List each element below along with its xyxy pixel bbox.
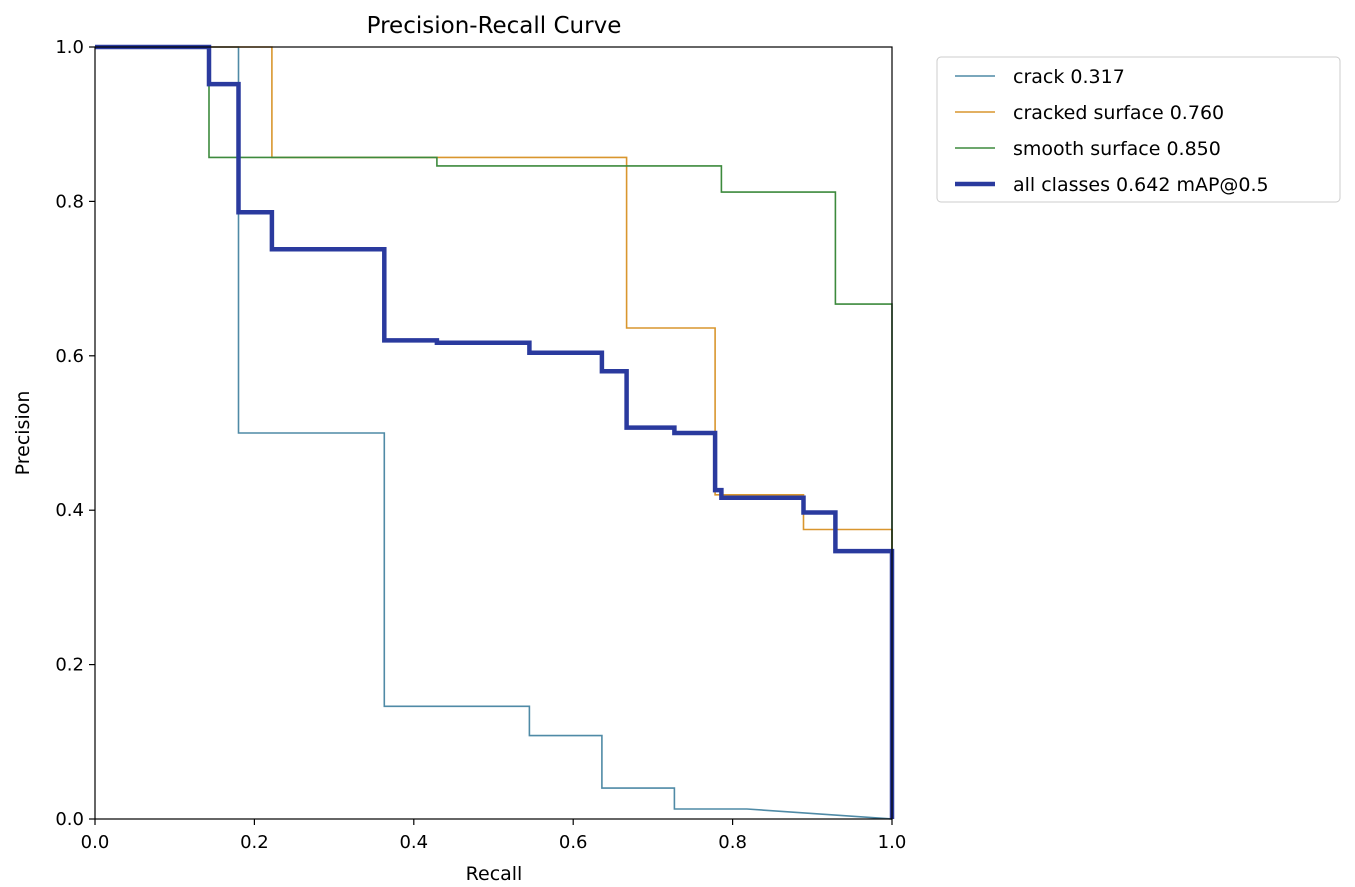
x-axis-ticks: 0.0 0.2 0.4 0.6 0.8 1.0 bbox=[81, 819, 907, 853]
x-tick-label: 0.4 bbox=[399, 832, 428, 853]
series-line-2 bbox=[95, 46, 893, 819]
x-axis-label: Recall bbox=[466, 863, 523, 885]
y-axis-ticks: 0.0 0.2 0.4 0.6 0.8 1.0 bbox=[55, 37, 95, 830]
legend-label-3: all classes 0.642 mAP@0.5 bbox=[1013, 174, 1269, 196]
y-tick-label: 0.2 bbox=[55, 655, 84, 676]
x-tick-label: 0.8 bbox=[718, 832, 747, 853]
legend-label-2: smooth surface 0.850 bbox=[1013, 138, 1221, 160]
x-tick-label: 0.6 bbox=[559, 832, 588, 853]
chart-title: Precision-Recall Curve bbox=[367, 13, 622, 39]
plot-lines bbox=[95, 44, 895, 820]
y-tick-label: 0.4 bbox=[55, 500, 84, 521]
series-line-1 bbox=[95, 46, 893, 819]
series-line-0 bbox=[95, 46, 893, 820]
legend-box bbox=[936, 56, 1341, 203]
series-line-3 bbox=[95, 44, 895, 819]
legend-label-0: crack 0.317 bbox=[1013, 66, 1125, 88]
x-tick-label: 0.2 bbox=[240, 832, 269, 853]
x-tick-label: 0.0 bbox=[81, 832, 110, 853]
legend-label-1: cracked surface 0.760 bbox=[1013, 102, 1224, 124]
plot-frame bbox=[94, 46, 893, 820]
legend: crack 0.317 cracked surface 0.760 smooth s… bbox=[936, 56, 1341, 203]
y-tick-label: 0.8 bbox=[55, 191, 84, 212]
y-axis-label: Precision bbox=[12, 391, 34, 476]
y-tick-label: 0.6 bbox=[55, 346, 84, 367]
x-tick-label: 1.0 bbox=[878, 832, 907, 853]
y-tick-label: 1.0 bbox=[55, 37, 84, 58]
y-tick-label: 0.0 bbox=[55, 809, 84, 830]
